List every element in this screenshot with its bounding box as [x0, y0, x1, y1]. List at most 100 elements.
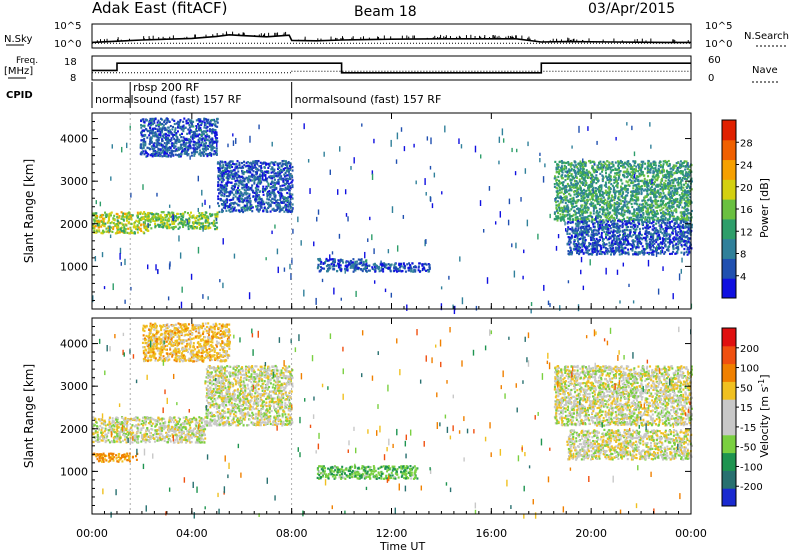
scatter-cell [678, 186, 681, 189]
scatter-cell [606, 176, 609, 180]
scatter-cell [107, 219, 110, 223]
scatter-cell [123, 231, 126, 234]
scatter-cell [675, 209, 678, 212]
scatter-cell [605, 216, 608, 219]
scatter-cell [598, 193, 601, 196]
scatter-cell [648, 181, 651, 184]
scatter-cell [163, 120, 166, 124]
scatter-cell [579, 186, 582, 189]
scatter-cell [352, 264, 355, 267]
scatter-cell [104, 222, 107, 225]
scatter-cell [142, 146, 145, 149]
scatter-cell [597, 168, 600, 171]
scatter-cell [270, 182, 273, 186]
scatter-cell [618, 233, 621, 237]
scatter-cell [605, 185, 608, 188]
scatter-cell [627, 206, 630, 209]
scatter-cell [570, 197, 573, 200]
scatter-cell [241, 175, 244, 178]
scatter-cell [229, 210, 232, 213]
scatter-cell [629, 172, 632, 175]
scatter-cell [572, 200, 575, 203]
scatter-cell [609, 206, 612, 209]
scatter-cell [597, 200, 600, 203]
scatter-cell [200, 130, 203, 134]
scatter-cell [579, 208, 582, 211]
scatter-cell [92, 212, 95, 215]
scatter-cell [217, 161, 220, 164]
scatter-cell [608, 218, 611, 222]
scatter-cell [637, 218, 640, 221]
scatter-cell [224, 191, 227, 194]
scatter-cell [560, 175, 563, 178]
scatter-cell [680, 165, 683, 168]
scatter-cell [566, 213, 569, 217]
scatter-cell [238, 163, 241, 167]
scatter-cell [562, 187, 565, 190]
scatter-cell [606, 238, 609, 241]
scatter-cell [278, 207, 281, 210]
scatter-cell [595, 176, 598, 180]
scatter-cell [102, 229, 105, 232]
scatter-cell [184, 145, 187, 148]
scatter-cell [164, 148, 167, 152]
scatter-cell [95, 219, 98, 223]
scatter-cell [585, 195, 588, 198]
scatter-cell [185, 137, 188, 140]
scatter-cell [616, 211, 619, 214]
scatter-cell [606, 178, 609, 181]
scatter-cell [216, 117, 219, 121]
scatter-cell [565, 184, 568, 188]
scatter-cell [326, 264, 329, 267]
scatter-cell [681, 193, 684, 196]
scatter-cell [267, 171, 270, 174]
scatter-cell [289, 193, 292, 197]
scatter-cell [645, 218, 648, 222]
scatter-cell [114, 223, 117, 226]
scatter-cell [650, 185, 653, 188]
scatter-cell [572, 202, 575, 205]
scatter-cell [608, 166, 611, 169]
nsky-tick-bottom: 10^0 [54, 39, 81, 50]
scatter-cell [272, 161, 275, 164]
scatter-cell [412, 270, 415, 273]
scatter-cell [389, 263, 392, 267]
scatter-cell [226, 162, 229, 165]
scatter-cell [165, 151, 168, 155]
scatter-cell [338, 268, 341, 271]
scatter-cell [327, 259, 330, 262]
scatter-cell [171, 142, 174, 145]
scatter-cell [567, 176, 570, 179]
scatter-cell [666, 218, 669, 221]
scatter-cell [267, 162, 270, 166]
scatter-cell [423, 268, 426, 271]
scatter-cell [561, 215, 564, 218]
scatter-cell [201, 120, 204, 123]
scatter-cell [270, 181, 273, 184]
scatter-cell [162, 216, 165, 219]
scatter-cell [563, 215, 566, 218]
scatter-cell [620, 213, 623, 217]
scatter-cell [193, 225, 196, 229]
scatter-cell [142, 223, 145, 226]
scatter-cell [572, 164, 575, 167]
scatter-cell [558, 209, 561, 212]
scatter-cell [582, 177, 585, 180]
scatter-cell [689, 172, 692, 175]
scatter-cell [586, 206, 589, 209]
scatter-cell [626, 211, 629, 214]
scatter-cell [218, 162, 221, 166]
scatter-cell [213, 146, 216, 149]
scatter-cell [112, 217, 115, 220]
scatter-cell [289, 186, 292, 190]
scatter-cell [574, 186, 577, 189]
scatter-cell [166, 221, 169, 224]
scatter-cell [560, 166, 563, 169]
scatter-cell [267, 183, 270, 186]
scatter-cell [190, 154, 193, 157]
scatter-cell [566, 177, 569, 181]
scatter-cell [287, 195, 290, 199]
scatter-cell [567, 169, 570, 172]
scatter-cell [154, 127, 157, 130]
scatter-cell [278, 162, 281, 165]
